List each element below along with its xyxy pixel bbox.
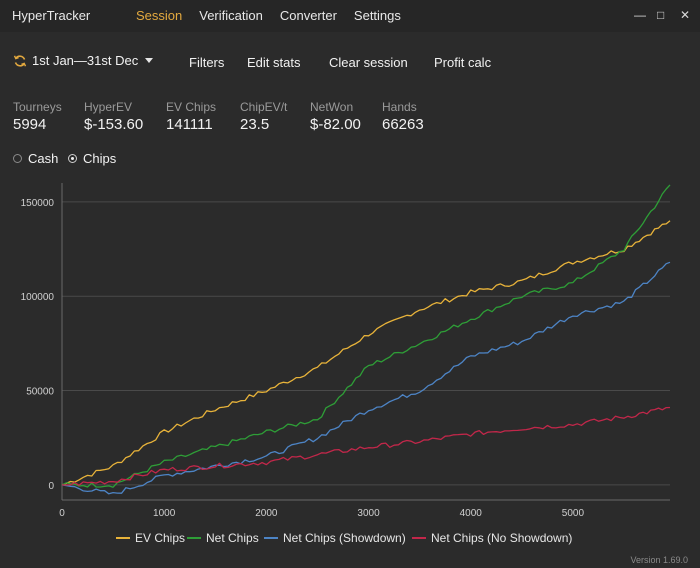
stat-value: $-82.00 <box>310 116 361 133</box>
clear-session-button[interactable]: Clear session <box>329 55 408 70</box>
stat-hands: Hands 66263 <box>382 100 424 133</box>
stat-ev-chips: EV Chips 141111 <box>166 100 216 133</box>
stat-label: HyperEV <box>84 100 133 114</box>
stat-label: Tourneys <box>13 100 62 114</box>
maximize-icon[interactable]: □ <box>657 8 665 22</box>
legend-label: Net Chips (Showdown) <box>283 531 406 545</box>
x-tick-label: 3000 <box>357 508 380 519</box>
menu-verification[interactable]: Verification <box>199 8 263 23</box>
legend-label: EV Chips <box>135 531 186 545</box>
stat-value: 5994 <box>13 116 47 133</box>
radio-circle <box>68 154 77 163</box>
date-range-label: 1st Jan—31st Dec <box>32 53 139 68</box>
stat-value: 66263 <box>382 116 424 133</box>
legend-label: Net Chips (No Showdown) <box>431 531 573 545</box>
legend-net-chips-no-showdown[interactable]: Net Chips (No Showdown) <box>412 531 572 545</box>
chips-radio[interactable]: Chips <box>68 151 116 166</box>
stat-value: 141111 <box>166 116 213 133</box>
legend-net-chips-showdown[interactable]: Net Chips (Showdown) <box>264 531 406 545</box>
series-line-1 <box>61 184 671 488</box>
series-line-0 <box>61 220 671 486</box>
stat-netwon: NetWon $-82.00 <box>310 100 361 133</box>
menu-converter[interactable]: Converter <box>279 8 337 23</box>
chips-label: Chips <box>83 151 117 166</box>
legend-swatch <box>116 537 130 539</box>
menu-session[interactable]: Session <box>136 8 183 23</box>
stat-label: NetWon <box>310 100 354 114</box>
main-menu: Session Verification Converter Settings <box>136 8 418 23</box>
version-label: Version 1.69.0 <box>630 555 688 565</box>
y-tick-label: 0 <box>48 481 54 492</box>
x-tick-label: 5000 <box>562 508 585 519</box>
x-tick-label: 1000 <box>153 508 176 519</box>
minimize-icon[interactable]: — <box>634 8 646 22</box>
stat-label: Hands <box>382 100 417 114</box>
legend-swatch <box>412 537 426 539</box>
series-line-3 <box>61 406 671 486</box>
chevron-down-icon <box>145 58 154 63</box>
y-tick-label: 50000 <box>26 387 54 398</box>
legend-swatch <box>187 537 201 539</box>
edit-stats-button[interactable]: Edit stats <box>247 55 301 70</box>
stat-value: 23.5 <box>240 116 270 133</box>
legend-net-chips[interactable]: Net Chips <box>187 531 259 545</box>
stat-chipev-per-t: ChipEV/t 23.5 <box>240 100 287 133</box>
legend-label: Net Chips <box>206 531 259 545</box>
title-bar: HyperTracker Session Verification Conver… <box>0 0 700 32</box>
x-tick-label: 0 <box>59 508 65 519</box>
date-range-dropdown[interactable]: 1st Jan—31st Dec <box>13 53 154 68</box>
cash-radio[interactable]: Cash <box>13 151 58 166</box>
cash-label: Cash <box>28 151 59 166</box>
x-tick-label: 2000 <box>255 508 278 519</box>
stat-hyperev: HyperEV $-153.60 <box>84 100 143 133</box>
legend-swatch <box>264 537 278 539</box>
close-icon[interactable]: ✕ <box>680 8 691 22</box>
stat-label: EV Chips <box>166 100 217 114</box>
profit-calc-button[interactable]: Profit calc <box>434 55 492 70</box>
menu-settings[interactable]: Settings <box>353 8 401 23</box>
stat-label: ChipEV/t <box>240 100 288 114</box>
refresh-icon <box>13 54 27 67</box>
x-tick-label: 4000 <box>460 508 483 519</box>
legend-ev-chips[interactable]: EV Chips <box>116 531 185 545</box>
filters-button[interactable]: Filters <box>189 55 225 70</box>
y-tick-label: 100000 <box>21 292 55 303</box>
stat-tourneys: Tourneys 5994 <box>13 100 62 133</box>
chips-graph: 0 50000 100000 150000 0 1000 2000 3000 4000 5000 <box>21 183 671 519</box>
session-toolbar: 1st Jan—31st Dec Filters Edit stats Clea… <box>0 50 700 74</box>
stat-value: $-153.60 <box>84 116 144 133</box>
y-tick-label: 150000 <box>21 198 55 209</box>
series-line-2 <box>61 261 671 495</box>
radio-circle <box>13 154 22 163</box>
app-title: HyperTracker <box>12 8 91 23</box>
